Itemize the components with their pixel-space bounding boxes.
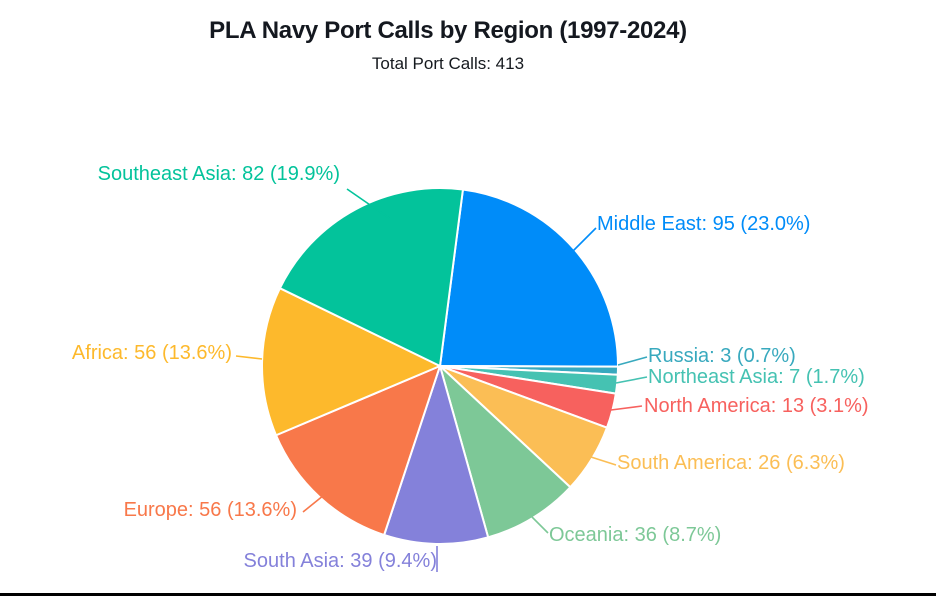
pie-label-africa: Africa: 56 (13.6%)	[71, 342, 232, 364]
leader-line-northeast-asia	[615, 376, 648, 384]
pie-slice-middle-east[interactable]	[439, 188, 620, 368]
pie-label-northeast-asia: Northeast Asia: 7 (1.7%)	[648, 366, 865, 388]
leader-line-oceania	[531, 516, 549, 534]
chart-title: PLA Navy Port Calls by Region (1997-2024…	[209, 17, 687, 44]
pie-label-north-america: North America: 13 (3.1%)	[644, 395, 869, 417]
pie-label-southeast-asia: Southeast Asia: 82 (19.9%)	[97, 163, 340, 185]
pie-label-russia: Russia: 3 (0.7%)	[648, 345, 796, 367]
chart-subtitle: Total Port Calls: 413	[371, 54, 525, 73]
pie-label-south-asia: South Asia: 39 (9.4%)	[243, 550, 437, 572]
leader-line-europe	[302, 490, 330, 513]
pie-label-europe: Europe: 56 (13.6%)	[123, 499, 297, 521]
pie-slice-europe[interactable]	[275, 365, 441, 536]
pie-label-oceania: Oceania: 36 (8.7%)	[549, 524, 722, 546]
pie-slice-southeast-asia[interactable]	[278, 186, 464, 367]
chart-header: PLA Navy Port Calls by Region (1997-2024…	[0, 17, 896, 74]
leader-line-middle-east	[571, 227, 597, 253]
pie-label-middle-east: Middle East: 95 (23.0%)	[597, 213, 811, 235]
pie-slice-africa[interactable]	[261, 287, 441, 437]
leader-line-southeast-asia	[346, 188, 390, 219]
pie-label-south-america: South America: 26 (6.3%)	[617, 452, 845, 474]
leader-line-africa	[235, 355, 263, 360]
leader-line-north-america	[610, 405, 643, 411]
pie-slice-south-asia[interactable]	[383, 365, 490, 545]
bottom-divider	[0, 593, 936, 596]
leader-line-south-america	[590, 456, 617, 466]
leader-line-russia	[617, 356, 648, 366]
